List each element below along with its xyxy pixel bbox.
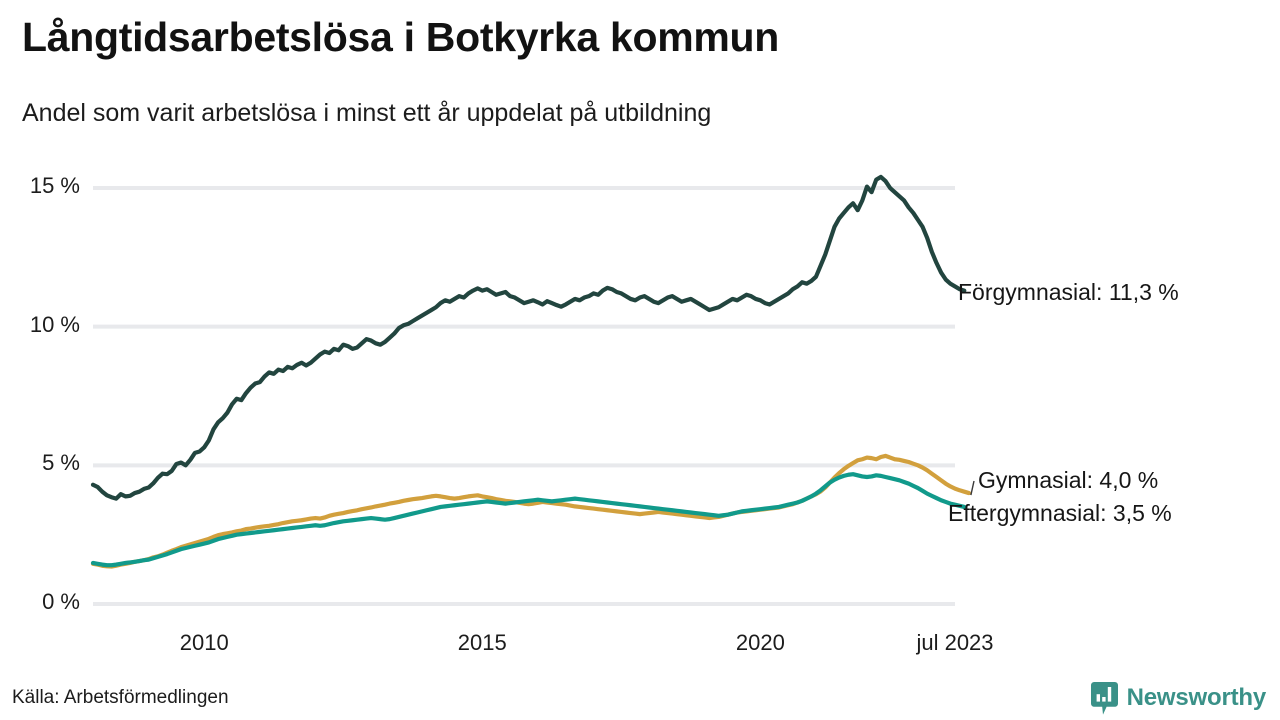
y-axis-tick-label: 10 % <box>29 311 80 337</box>
newsworthy-logo: Newsworthy <box>1090 680 1267 716</box>
series-line-eftergymnasial <box>90 472 967 568</box>
x-axis-tick-label: 2020 <box>735 630 785 655</box>
x-axis-tick-label: 2015 <box>457 630 507 655</box>
x-axis-tick-label: jul 2023 <box>916 630 994 655</box>
leader-line-gymnasial <box>970 480 975 496</box>
series-label-forgymnasial: Förgymnasial: 11,3 % <box>958 278 1179 305</box>
page-title: Långtidsarbetslösa i Botkyrka kommun <box>22 14 780 60</box>
y-axis-tick-label: 15 % <box>29 173 80 198</box>
newsworthy-logo-icon <box>1090 681 1118 715</box>
page-subtitle: Andel som varit arbetslösa i minst ett å… <box>22 99 712 127</box>
series-line-förgymnasial <box>90 174 967 501</box>
source-note: Källa: Arbetsförmedlingen <box>12 687 229 708</box>
newsworthy-logo-text: Newsworthy <box>1126 684 1267 711</box>
x-axis-tick-label: 2010 <box>179 630 229 655</box>
series-line-gymnasial <box>90 453 971 569</box>
y-axis-tick-label: 5 % <box>42 450 80 476</box>
bar-chart-bubble-icon <box>1090 681 1118 715</box>
series-label-gymnasial: Gymnasial: 4,0 % <box>978 467 1159 493</box>
gridlines <box>93 186 955 606</box>
y-axis-tick-label: 0 % <box>42 589 80 614</box>
leader-line <box>970 480 975 496</box>
series-label-eftergymnasial: Eftergymnasial: 3,5 % <box>948 499 1172 526</box>
series-lines <box>90 174 971 569</box>
